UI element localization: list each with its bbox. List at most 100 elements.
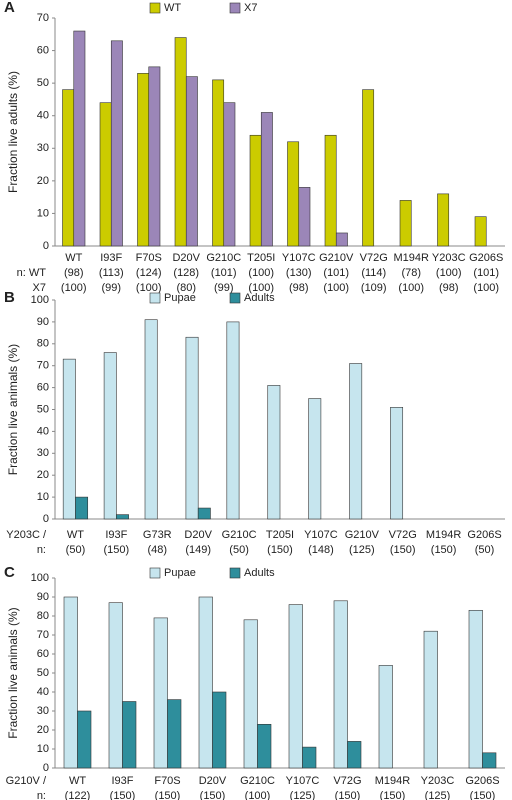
- y-tick-label: 90: [37, 316, 49, 328]
- bar: [62, 358, 76, 520]
- n-value: (101): [473, 267, 499, 279]
- n-value: (150): [431, 544, 457, 556]
- bar: [288, 604, 303, 769]
- n-value: (98): [64, 267, 84, 279]
- x-tick-label: WT: [67, 529, 84, 541]
- bar: [198, 596, 213, 769]
- y-tick-label: 60: [37, 382, 49, 394]
- x-tick-label: I93F: [100, 252, 122, 264]
- x-tick-label: WT: [65, 252, 82, 264]
- y-tick-label: 70: [37, 629, 49, 641]
- bar: [99, 102, 112, 247]
- bar: [108, 602, 123, 769]
- n-value: (50): [475, 544, 495, 556]
- n-value: (109): [361, 282, 387, 294]
- n-value: (100): [473, 282, 499, 294]
- y-tick-label: 30: [37, 447, 49, 459]
- n-value: (150): [390, 544, 416, 556]
- bar: [468, 609, 483, 769]
- n-value: (149): [185, 544, 211, 556]
- bar: [249, 134, 262, 247]
- bar: [267, 385, 281, 520]
- bar: [63, 596, 78, 769]
- n-value: (100): [323, 282, 349, 294]
- row-label: n:: [37, 790, 46, 800]
- bar: [474, 216, 487, 247]
- n-value: (122): [65, 790, 91, 800]
- legend-label: Pupae: [164, 292, 196, 304]
- x-tick-label: T205I: [247, 252, 275, 264]
- y-axis-title: Fraction live animals (%): [6, 344, 20, 475]
- bar: [390, 407, 404, 520]
- x-tick-label: G210C: [222, 529, 257, 541]
- n-value: (101): [323, 267, 349, 279]
- n-value: (125): [425, 790, 451, 800]
- y-tick-label: 80: [37, 338, 49, 350]
- n-value: (150): [104, 544, 130, 556]
- y-tick-label: 70: [37, 12, 49, 24]
- y-tick-label: 40: [37, 110, 49, 122]
- y-tick-label: 30: [37, 705, 49, 717]
- panel-label: C: [4, 564, 15, 581]
- bar: [423, 630, 438, 769]
- x-tick-label: G210C: [240, 775, 275, 787]
- bar: [116, 514, 129, 520]
- legend-swatch: [149, 567, 161, 579]
- y-tick-label: 70: [37, 360, 49, 372]
- legend-swatch: [229, 2, 241, 14]
- y-tick-label: 10: [37, 743, 49, 755]
- bar: [287, 141, 300, 247]
- n-value: (100): [398, 282, 424, 294]
- x-tick-label: Y107C: [304, 529, 338, 541]
- x-tick-label: G210C: [206, 252, 241, 264]
- bar: [137, 73, 150, 247]
- legend-label: Adults: [244, 567, 275, 579]
- bar: [174, 37, 187, 247]
- row-label: X7: [33, 282, 46, 294]
- x-tick-label: V72G: [333, 775, 361, 787]
- n-value: (150): [380, 790, 406, 800]
- x-tick-label: D20V: [172, 252, 200, 264]
- bar: [62, 89, 75, 247]
- x-tick-label: Y203C: [432, 252, 466, 264]
- n-value: (150): [267, 544, 293, 556]
- bar: [302, 746, 317, 769]
- y-tick-label: 100: [31, 294, 49, 306]
- y-tick-label: 50: [37, 77, 49, 89]
- n-value: (113): [99, 267, 124, 279]
- x-tick-label: G73R: [143, 529, 172, 541]
- bar: [482, 752, 497, 769]
- y-tick-label: 90: [37, 591, 49, 603]
- x-tick-label: F70S: [136, 252, 162, 264]
- y-tick-label: 0: [43, 240, 49, 252]
- y-tick-label: 100: [31, 572, 49, 584]
- x-tick-label: V72G: [389, 529, 417, 541]
- bar: [197, 507, 211, 520]
- y-tick-label: 50: [37, 667, 49, 679]
- bar: [77, 710, 92, 769]
- y-tick-label: 20: [37, 724, 49, 736]
- n-value: (100): [61, 282, 87, 294]
- bar: [335, 232, 348, 247]
- y-tick-label: 40: [37, 425, 49, 437]
- y-tick-label: 50: [37, 403, 49, 415]
- y-tick-label: 80: [37, 610, 49, 622]
- n-value: (50): [66, 544, 86, 556]
- n-value: (125): [349, 544, 375, 556]
- x-tick-label: G210V: [345, 529, 380, 541]
- bar: [122, 701, 137, 769]
- x-tick-label: I93F: [105, 529, 127, 541]
- n-value: (99): [101, 282, 121, 294]
- row-label: n: WT: [17, 267, 47, 279]
- bar: [223, 102, 236, 247]
- x-tick-label: M194R: [426, 529, 462, 541]
- n-value: (114): [361, 267, 386, 279]
- bar: [226, 321, 240, 520]
- n-value: (100): [136, 282, 162, 294]
- bar: [347, 741, 362, 769]
- bar: [73, 30, 86, 247]
- n-value: (150): [470, 790, 496, 800]
- n-value: (101): [211, 267, 237, 279]
- n-value: (100): [248, 282, 274, 294]
- bar: [167, 699, 182, 769]
